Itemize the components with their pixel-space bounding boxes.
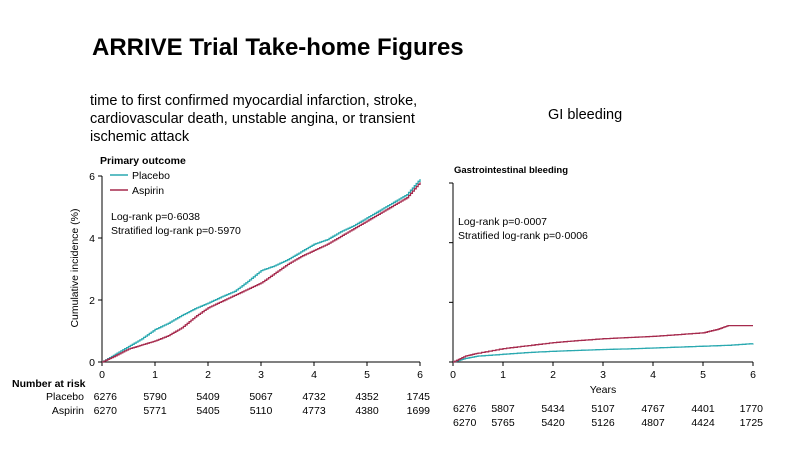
chart2-risk-value: 5434	[541, 403, 565, 415]
chart1-title: Primary outcome	[100, 155, 186, 167]
chart2-risk-value: 1725	[740, 417, 764, 429]
chart2-risk-value: 5807	[491, 403, 515, 415]
chart1-risk-value: 4773	[302, 405, 326, 417]
risk-row-label-aspirin: Aspirin	[52, 405, 84, 417]
chart1-x-tick-label: 6	[417, 369, 423, 381]
chart1-risk-value: 5790	[143, 391, 167, 403]
chart2-risk-value: 6270	[453, 417, 477, 429]
chart1-risk-value: 4380	[355, 405, 379, 417]
chart2-risk-value: 5420	[541, 417, 565, 429]
gi-bleeding-caption: GI bleeding	[548, 107, 623, 123]
chart1-series-placebo-line	[102, 179, 421, 363]
chart1-risk-value: 5405	[196, 405, 220, 417]
chart1-risk-value: 1699	[407, 405, 431, 417]
chart1-x-tick-label: 5	[364, 369, 370, 381]
chart2-risk-value: 5107	[591, 403, 615, 415]
chart1-risk-value: 4352	[355, 391, 379, 403]
chart1-series-aspirin-line	[102, 182, 421, 363]
risk-row-label-placebo: Placebo	[46, 391, 84, 403]
chart1-x-tick-label: 3	[258, 369, 264, 381]
chart2-x-tick-label: 6	[750, 369, 756, 381]
chart1-risk-value: 5067	[249, 391, 273, 403]
chart2-x-tick-label: 4	[650, 369, 656, 381]
chart2-risk-value: 4767	[641, 403, 665, 415]
chart2-annotation-stratified: Stratified log-rank p=0·0006	[458, 230, 588, 242]
chart1-risk-value: 6270	[94, 405, 118, 417]
chart1-y-tick-label: 6	[89, 171, 95, 183]
chart2-annotation-logrank: Log-rank p=0·0007	[458, 216, 547, 228]
chart2-risk-value: 4424	[691, 417, 715, 429]
slide-title: ARRIVE Trial Take-home Figures	[92, 34, 464, 61]
legend-placebo-label: Placebo	[132, 170, 170, 182]
chart1-x-tick-label: 4	[311, 369, 317, 381]
chart2-x-tick-label: 0	[450, 369, 456, 381]
chart1-risk-value: 5771	[143, 405, 167, 417]
legend-aspirin-label: Aspirin	[132, 185, 164, 197]
chart1-y-tick-label: 0	[89, 357, 95, 369]
chart2-title: Gastrointestinal bleeding	[454, 165, 568, 176]
primary-outcome-description: time to first confirmed myocardial infar…	[90, 93, 418, 145]
chart2-series-aspirin-line	[453, 324, 753, 363]
chart2-risk-value: 5765	[491, 417, 515, 429]
chart1-x-tick-label: 1	[152, 369, 158, 381]
chart2-x-tick-label: 1	[500, 369, 506, 381]
chart1-x-tick-label: 0	[99, 369, 105, 381]
chart1-y-tick-label: 2	[89, 295, 95, 307]
chart2-x-tick-label: 5	[700, 369, 706, 381]
chart2-x-tick-label: 3	[600, 369, 606, 381]
chart2-risk-value: 4401	[691, 403, 715, 415]
chart2-risk-value: 6276	[453, 403, 477, 415]
number-at-risk-title: Number at risk	[12, 378, 86, 390]
chart2-risk-value: 5126	[591, 417, 615, 429]
chart1-x-tick-label: 2	[205, 369, 211, 381]
chart1-y-axis-label: Cumulative incidence (%)	[69, 208, 81, 327]
chart2-risk-value: 4807	[641, 417, 665, 429]
chart2-series-placebo-line	[453, 343, 754, 363]
chart1-risk-value: 5409	[196, 391, 220, 403]
chart1-risk-value: 1745	[407, 391, 431, 403]
chart1-risk-value: 6276	[94, 391, 118, 403]
chart1-annotation-stratified: Stratified log-rank p=0·5970	[111, 225, 241, 237]
chart2-x-axis-label: Years	[590, 384, 616, 396]
chart2-x-tick-label: 2	[550, 369, 556, 381]
chart2-risk-value: 1770	[740, 403, 764, 415]
chart1-annotation-logrank: Log-rank p=0·6038	[111, 211, 200, 223]
chart1-y-tick-label: 4	[89, 233, 95, 245]
chart1-risk-value: 5110	[250, 405, 273, 417]
chart1-risk-value: 4732	[302, 391, 326, 403]
